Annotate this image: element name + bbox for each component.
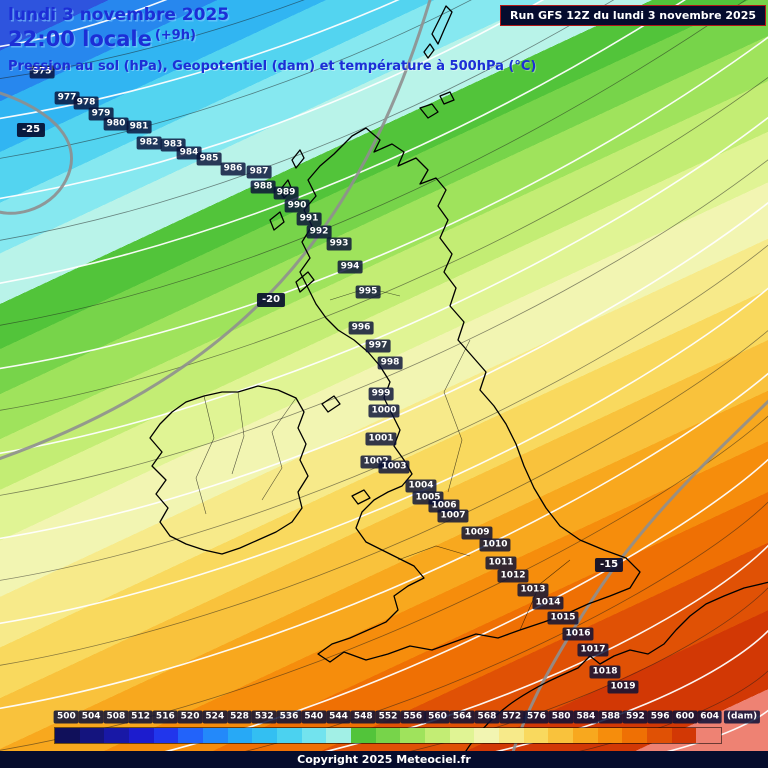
scale-color-cell [449, 728, 475, 743]
scale-color-cell [203, 728, 228, 743]
scale-color-cell [622, 728, 648, 743]
scale-color-cell [499, 728, 524, 743]
scale-color-bar [54, 727, 722, 744]
time-offset-label: (+9h) [154, 28, 196, 43]
scale-color-cell [548, 728, 574, 743]
scale-color-cell [400, 728, 426, 743]
scale-color-cell [153, 728, 179, 743]
scale-color-cell [326, 728, 352, 743]
copyright-text: Copyright 2025 Meteociel.fr [297, 753, 471, 766]
scale-color-cell [227, 728, 253, 743]
scale-color-cell [523, 728, 549, 743]
time-label: 22:00 locale (+9h) [8, 27, 536, 51]
scale-color-cell [178, 728, 204, 743]
scale-color-cell [474, 728, 500, 743]
scale-color-cell [252, 728, 278, 743]
map-header: lundi 3 novembre 2025 22:00 locale (+9h) … [8, 5, 536, 74]
time-value: 22:00 locale [8, 27, 152, 51]
scale-color-cell [696, 728, 722, 743]
scale-color-cell [129, 728, 154, 743]
scale-color-cell [647, 728, 672, 743]
scale-color-cell [425, 728, 450, 743]
scale-color-cell [351, 728, 376, 743]
scale-color-cell [277, 728, 302, 743]
run-info-badge: Run GFS 12Z du lundi 3 novembre 2025 [500, 5, 766, 26]
scale-color-cell [597, 728, 623, 743]
scale-color-cell [79, 728, 105, 743]
scale-color-cell [375, 728, 401, 743]
scale-color-cell [55, 728, 80, 743]
scale-color-cell [671, 728, 697, 743]
scale-color-cell [573, 728, 598, 743]
date-label: lundi 3 novembre 2025 [8, 5, 230, 25]
scale-color-cell [104, 728, 130, 743]
copyright-bar: Copyright 2025 Meteociel.fr [0, 751, 768, 768]
map-subtitle: Pression au sol (hPa), Geopotentiel (dam… [8, 59, 537, 74]
scale-unit-label: (dam) [723, 710, 761, 724]
scale-color-cell [301, 728, 327, 743]
